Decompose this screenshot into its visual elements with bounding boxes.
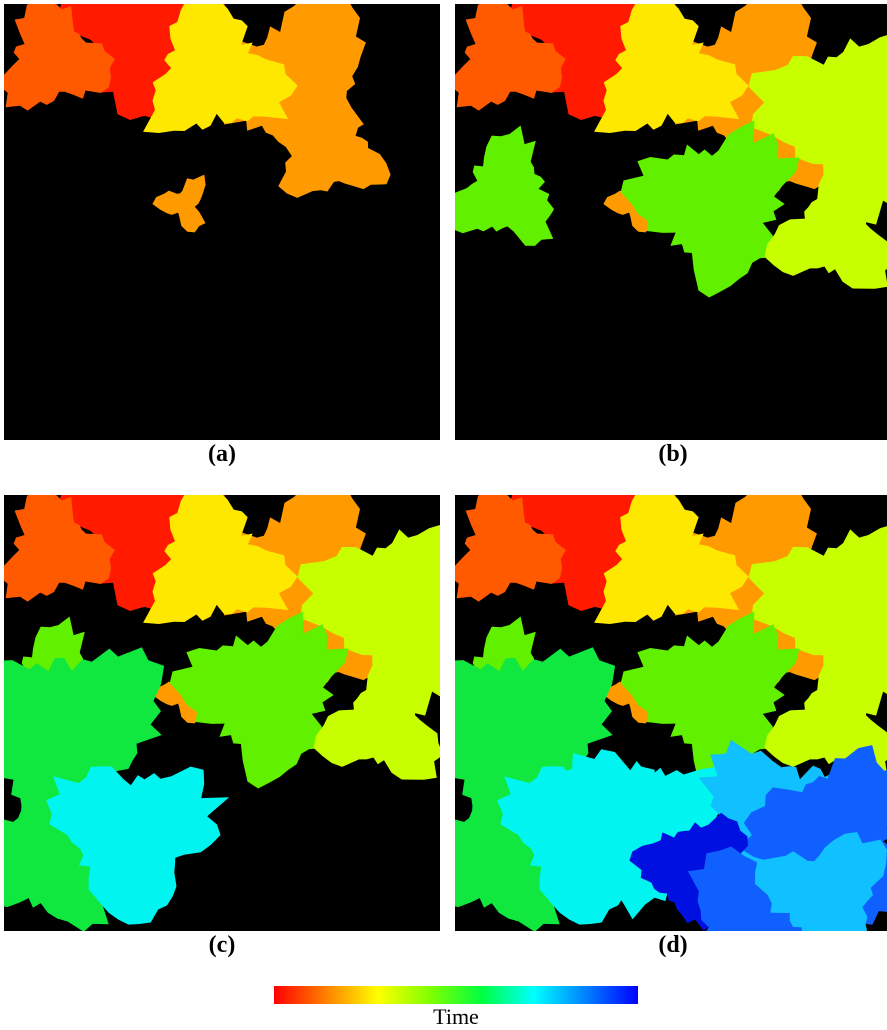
panel-a-caption: (a) (4, 441, 440, 468)
colorbar-label: Time (274, 1004, 638, 1030)
panel-d-caption: (d) (455, 932, 887, 959)
panel-d-image (455, 495, 887, 931)
panel-b-svg (455, 4, 887, 440)
panel-b-caption: (b) (455, 441, 887, 468)
panel-c-caption: (c) (4, 932, 440, 959)
panel-b-image (455, 4, 887, 440)
panel-a-image (4, 4, 440, 440)
panel-a-svg (4, 4, 440, 440)
panel-c-svg (4, 495, 440, 931)
time-colorbar (274, 986, 638, 1004)
panel-c-image (4, 495, 440, 931)
panel-d-svg (455, 495, 887, 931)
